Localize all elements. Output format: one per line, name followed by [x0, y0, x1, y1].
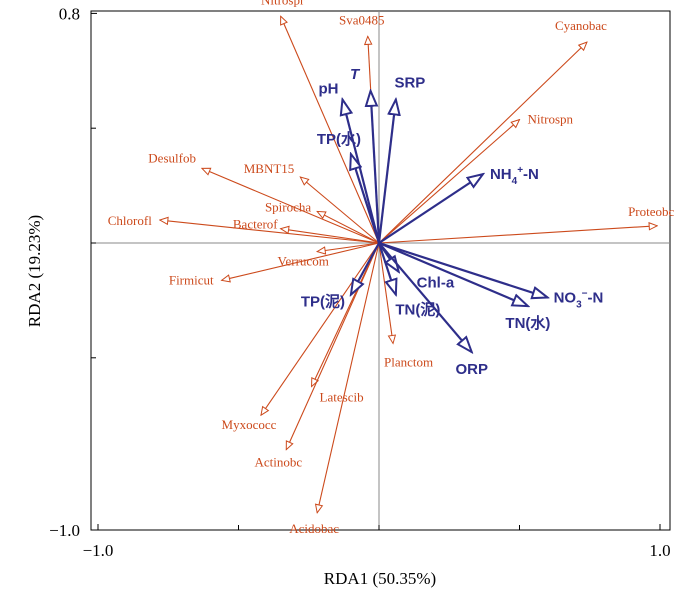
env-vector-tp: [351, 154, 381, 244]
env-label-no3-n: NO3−-N: [554, 289, 604, 311]
species-vector-nitrospr: [281, 16, 380, 244]
species-label-nitrospr: Nitrospr: [261, 0, 305, 7]
env-vector-srp: [377, 100, 396, 244]
species-vector-proteobc: [378, 226, 657, 244]
species-vectors: Nitrospr Sva0485 Cyanobac Nitrospn Desulfob M…: [108, 0, 675, 536]
env-label-chl-a: Chl-a: [417, 275, 455, 292]
x-tick-label: 1.0: [649, 541, 670, 560]
environment-vectors: pH T SRP TP(水) NH4+-N Chl-a NO3−-NTN(水) TP(泥) TN…: [301, 66, 604, 378]
env-vector-no3-n: [378, 241, 548, 298]
species-vector-firmicut: [222, 242, 380, 280]
env-label-t: T: [350, 66, 361, 83]
env-vector-nh4-n: [378, 174, 483, 244]
species-vector-verrucom: [317, 242, 380, 252]
species-label-cyanobac: Cyanobac: [555, 18, 607, 33]
y-tick-label: 0.8: [59, 4, 80, 23]
species-label-actinobc: Actinobc: [254, 455, 302, 470]
species-vector-spirocha: [317, 211, 380, 244]
env-label-tp: TP(水): [317, 130, 361, 148]
species-label-mbnt15: MBNT15: [244, 161, 295, 176]
y-tick-label: −1.0: [49, 521, 80, 540]
species-vector-actinobc: [286, 242, 380, 450]
species-label-myxococc: Myxococc: [222, 417, 277, 432]
species-vector-mbnt15: [300, 177, 380, 244]
species-label-bacterof: Bacterof: [233, 217, 278, 232]
species-label-latescib: Latescib: [320, 390, 364, 405]
species-vector-cyanobac: [378, 42, 587, 244]
env-label-tn: TN(泥): [395, 301, 440, 319]
species-vector-nitrospn: [378, 120, 520, 244]
species-vector-myxococc: [261, 242, 380, 415]
species-label-sva0485: Sva0485: [339, 12, 385, 27]
env-vector-orp: [378, 242, 472, 352]
env-vector-tn: [377, 242, 396, 295]
env-label-tn: TN(水): [505, 314, 550, 332]
env-label-nh4-n: NH4+-N: [490, 165, 539, 187]
species-label-desulfob: Desulfob: [148, 150, 196, 165]
axis-ticks: −1.0 1.0 0.8 −1.0: [49, 4, 670, 560]
species-label-chlorofl: Chlorofl: [108, 213, 152, 228]
x-axis-title: RDA1 (50.35%): [324, 569, 436, 588]
plot-frame: [90, 10, 671, 531]
env-vector-tn: [378, 241, 528, 306]
env-label-srp: SRP: [394, 75, 425, 92]
species-vector-chlorofl: [160, 220, 380, 244]
x-tick-label: −1.0: [83, 541, 114, 560]
species-label-planctom: Planctom: [384, 354, 433, 369]
species-label-spirocha: Spirocha: [265, 199, 311, 214]
species-label-proteobc: Proteobc: [628, 204, 674, 219]
species-label-acidobac: Acidobac: [289, 521, 339, 536]
species-label-nitrospn: Nitrospn: [528, 112, 574, 127]
species-label-firmicut: Firmicut: [169, 272, 214, 287]
env-label-tp: TP(泥): [301, 293, 345, 311]
env-label-ph: pH: [318, 81, 338, 98]
env-label-orp: ORP: [455, 361, 488, 378]
env-vector-tp: [351, 242, 380, 295]
species-vector-acidobac: [317, 242, 380, 513]
species-vector-bacterof: [281, 229, 380, 244]
env-vector-t: [371, 91, 381, 244]
species-vector-desulfob: [202, 168, 380, 244]
plot-border: [90, 10, 671, 531]
y-axis-title: RDA2 (19.23%): [25, 215, 44, 327]
